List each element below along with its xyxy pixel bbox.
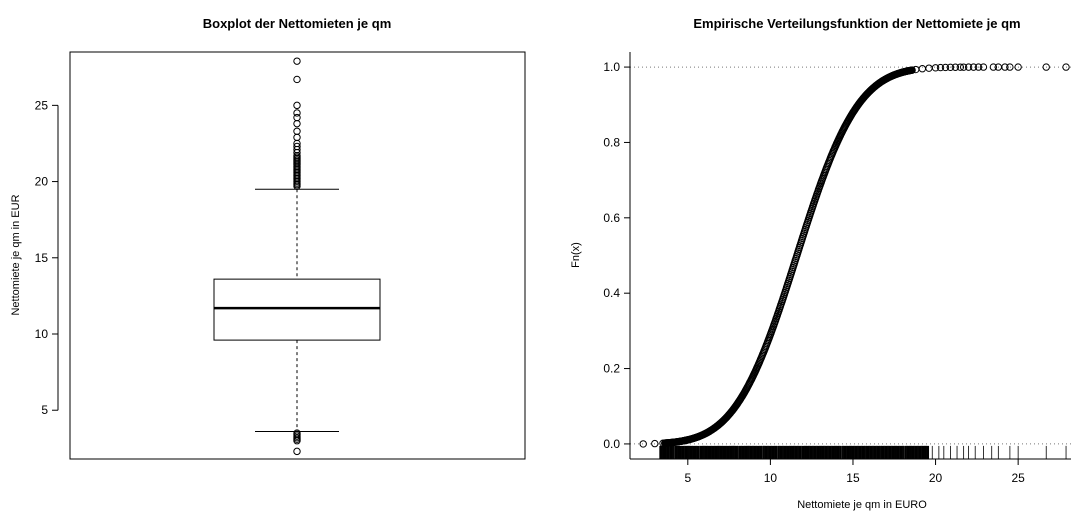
ecdf-point: [936, 63, 945, 72]
ecdf-point: [639, 440, 647, 448]
boxplot-y-axis: 5 10 15 20 25: [35, 98, 59, 417]
boxplot-outlier-point: [293, 119, 301, 128]
ecdf-y-tick-label: 0.6: [603, 211, 620, 225]
ecdf-x-tick-label: 5: [684, 471, 691, 485]
boxplot-outlier-point: [293, 447, 301, 456]
boxplot-outlier-point: [293, 75, 301, 84]
boxplot-outlier-point: [293, 429, 301, 437]
ecdf-point: [964, 63, 973, 71]
ecdf-point: [659, 439, 667, 447]
ecdf-y-tick-label: 0.8: [603, 135, 620, 149]
ecdf-point: [946, 63, 955, 72]
boxplot-y-tick-label: 15: [35, 251, 49, 265]
ecdf-x-tick-label: 20: [929, 471, 943, 485]
boxplot-box-group: [213, 188, 381, 433]
ecdf-y-tick-label: 0.0: [603, 437, 620, 451]
ecdf-point: [969, 63, 978, 71]
ecdf-x-label: Nettomiete je qm in EURO: [797, 499, 927, 511]
ecdf-axes: 0.0 0.2 0.4 0.6 0.8 1.0 5 10 15 20 25: [603, 52, 1071, 485]
ecdf-point: [1062, 63, 1070, 71]
boxplot-outlier-point: [293, 142, 301, 151]
ecdf-rug: [659, 445, 1067, 459]
ecdf-x-tick-label: 25: [1011, 471, 1025, 485]
boxplot-y-tick-label: 10: [35, 327, 49, 341]
ecdf-y-tick-label: 0.2: [603, 362, 620, 376]
ecdf-point: [918, 65, 927, 73]
ecdf-y-tick-label: 1.0: [603, 60, 620, 74]
boxplot-outlier-point: [293, 127, 301, 135]
boxplot-outlier-point: [293, 101, 301, 110]
ecdf-point: [1042, 63, 1050, 71]
boxplot-y-tick-label: 5: [41, 403, 48, 417]
boxplot-outlier-point: [293, 113, 301, 122]
ecdf-point: [908, 66, 916, 74]
boxplot-title: Boxplot der Nettomieten je qm: [203, 16, 392, 31]
ecdf-point: [951, 63, 960, 71]
ecdf-point: [1001, 63, 1009, 71]
ecdf-y-label: Fn(x): [570, 242, 582, 268]
ecdf-title: Empirische Verteilungsfunktion der Netto…: [693, 16, 1020, 31]
ecdf-point: [956, 63, 965, 71]
boxplot-outlier-point: [293, 109, 301, 117]
ecdf-point: [1014, 63, 1022, 71]
ecdf-point: [979, 63, 988, 71]
boxplot-panel: Boxplot der Nettomieten je qm 510152025 …: [10, 16, 526, 460]
ecdf-point: [989, 63, 998, 71]
ecdf-x-tick-label: 15: [846, 471, 860, 485]
ecdf-reference-lines: [630, 66, 1071, 445]
boxplot-y-tick-label: 25: [35, 98, 49, 112]
boxplot-box: [213, 278, 381, 341]
boxplot-outlier-point: [293, 133, 301, 142]
ecdf-y-tick-label: 0.4: [603, 286, 620, 300]
ecdf-point: [1006, 63, 1014, 71]
boxplot-outlier-point: [293, 57, 301, 65]
ecdf-x-tick-label: 10: [764, 471, 778, 485]
boxplot-y-tick-label: 20: [35, 175, 49, 189]
ecdf-point: [925, 64, 933, 72]
ecdf-point: [959, 63, 968, 71]
boxplot-frame: [69, 51, 526, 460]
boxplot-outliers: [293, 57, 301, 456]
ecdf-points: [639, 63, 1070, 448]
ecdf-point: [974, 63, 983, 71]
ecdf-point: [941, 63, 950, 72]
ecdf-panel: Empirische Verteilungsfunktion der Netto…: [570, 16, 1071, 511]
ecdf-point: [931, 64, 940, 72]
ecdf-point: [651, 439, 659, 448]
boxplot-y-label: Nettomiete je qm in EUR: [10, 194, 22, 315]
